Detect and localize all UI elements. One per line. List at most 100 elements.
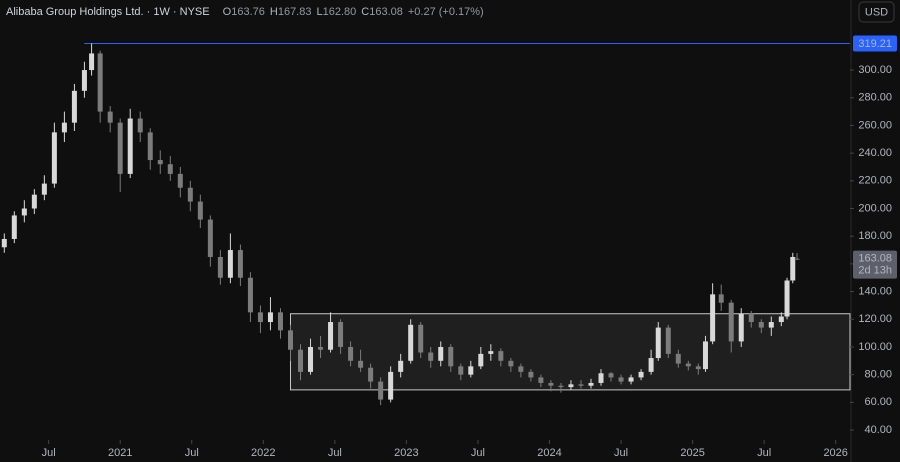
candle-body bbox=[177, 173, 183, 188]
candle-body bbox=[458, 366, 464, 375]
candle-body bbox=[308, 346, 314, 372]
ohlc-value: 167.83 bbox=[278, 6, 312, 18]
candle-body bbox=[358, 360, 364, 368]
y-tick-label: 100.00 bbox=[858, 341, 892, 353]
y-tick-label: 240.00 bbox=[858, 147, 892, 159]
currency-button[interactable] bbox=[858, 1, 895, 23]
candle-body bbox=[71, 90, 77, 123]
ohlc-key: O bbox=[223, 6, 232, 18]
candle-body bbox=[778, 316, 784, 323]
chart-header: Alibaba Group Holdings Ltd. · 1W · NYSE … bbox=[6, 6, 484, 18]
y-tick-label: 60.00 bbox=[864, 396, 892, 408]
y-tick-label: 140.00 bbox=[858, 285, 892, 297]
y-tick-label: 180.00 bbox=[858, 230, 892, 242]
candle-body bbox=[207, 219, 213, 257]
y-tick-label: 120.00 bbox=[858, 313, 892, 325]
range-box bbox=[289, 313, 851, 391]
symbol-title: Alibaba Group Holdings Ltd. · 1W · NYSE bbox=[6, 6, 210, 18]
candle-body bbox=[147, 132, 153, 161]
candle-body bbox=[758, 322, 764, 328]
x-tick-label: Jul bbox=[328, 447, 342, 459]
candle-body bbox=[558, 385, 564, 388]
candle-body bbox=[528, 371, 534, 378]
y-tick-label: 300.00 bbox=[858, 64, 892, 76]
candle-body bbox=[518, 366, 524, 372]
ohlc-key: H bbox=[270, 6, 278, 18]
candle-body bbox=[1, 238, 7, 248]
candle-body bbox=[695, 366, 701, 370]
candle-body bbox=[41, 183, 47, 195]
ohlc-key: L bbox=[316, 6, 322, 18]
candle-body bbox=[790, 256, 796, 281]
candle-body bbox=[648, 358, 654, 372]
candle-body bbox=[318, 346, 324, 350]
candle-body bbox=[237, 250, 243, 278]
candle-body bbox=[498, 351, 504, 361]
x-tick-label: 2026 bbox=[823, 447, 847, 459]
candle-body bbox=[588, 382, 594, 386]
candle-body bbox=[21, 208, 27, 216]
candle-body bbox=[728, 302, 734, 342]
candle-body bbox=[348, 346, 354, 361]
candle-body bbox=[61, 122, 67, 133]
x-tick-label: 2024 bbox=[537, 447, 561, 459]
price-line-label: 319.21 bbox=[858, 38, 892, 50]
candle-body bbox=[11, 215, 17, 239]
candle-body bbox=[675, 353, 681, 364]
x-tick-label: 2023 bbox=[394, 447, 418, 459]
candle-body bbox=[127, 118, 133, 174]
candle-body bbox=[685, 363, 691, 367]
candle-body bbox=[408, 324, 414, 361]
candle-body bbox=[51, 132, 57, 184]
candle-body bbox=[718, 294, 724, 303]
ohlc-key: C bbox=[361, 6, 369, 18]
plot-area bbox=[1, 42, 851, 406]
candle-body bbox=[298, 349, 304, 372]
x-tick-label: 2025 bbox=[680, 447, 704, 459]
candle-body bbox=[748, 313, 754, 323]
currency-label: USD bbox=[865, 6, 888, 18]
candle-body bbox=[81, 70, 87, 91]
candle-body bbox=[488, 351, 494, 354]
candle-body bbox=[538, 377, 544, 383]
candle-body bbox=[468, 366, 474, 375]
y-tick-label: 200.00 bbox=[858, 202, 892, 214]
candle-body bbox=[97, 53, 103, 112]
candle-body bbox=[217, 256, 223, 278]
candle-body bbox=[418, 324, 424, 353]
candle-body bbox=[768, 322, 774, 328]
candle-body bbox=[398, 360, 404, 372]
candle-body bbox=[428, 352, 434, 361]
y-tick-label: 80.00 bbox=[864, 369, 892, 381]
candle-body bbox=[738, 313, 744, 342]
x-tick-label: 2021 bbox=[108, 447, 132, 459]
candle-body bbox=[794, 258, 800, 260]
candle-body bbox=[167, 164, 173, 174]
x-tick-label: Jul bbox=[757, 447, 771, 459]
candle-body bbox=[31, 194, 37, 209]
candle-body bbox=[267, 312, 273, 323]
candle-body bbox=[89, 53, 95, 71]
price-line-tag bbox=[853, 35, 897, 52]
ohlc-value: 163.08 bbox=[369, 6, 403, 18]
last-price-tag bbox=[853, 250, 897, 279]
candle-body bbox=[247, 277, 253, 313]
candle-body bbox=[117, 122, 123, 174]
candle-body bbox=[508, 360, 514, 367]
x-tick-label: Jul bbox=[42, 447, 56, 459]
bar-countdown: 2d 13h bbox=[858, 265, 892, 277]
y-tick-label: 40.00 bbox=[864, 424, 892, 436]
candle-body bbox=[548, 382, 554, 386]
candle-body bbox=[638, 371, 644, 378]
x-tick-label: Jul bbox=[471, 447, 485, 459]
candle-body bbox=[277, 312, 283, 331]
candle-body bbox=[137, 118, 143, 133]
candle-body bbox=[578, 384, 584, 386]
candle-body bbox=[328, 322, 334, 350]
y-tick-label: 280.00 bbox=[858, 92, 892, 104]
candle-body bbox=[378, 381, 384, 400]
candle-body bbox=[598, 373, 604, 383]
candle-body bbox=[655, 327, 661, 359]
